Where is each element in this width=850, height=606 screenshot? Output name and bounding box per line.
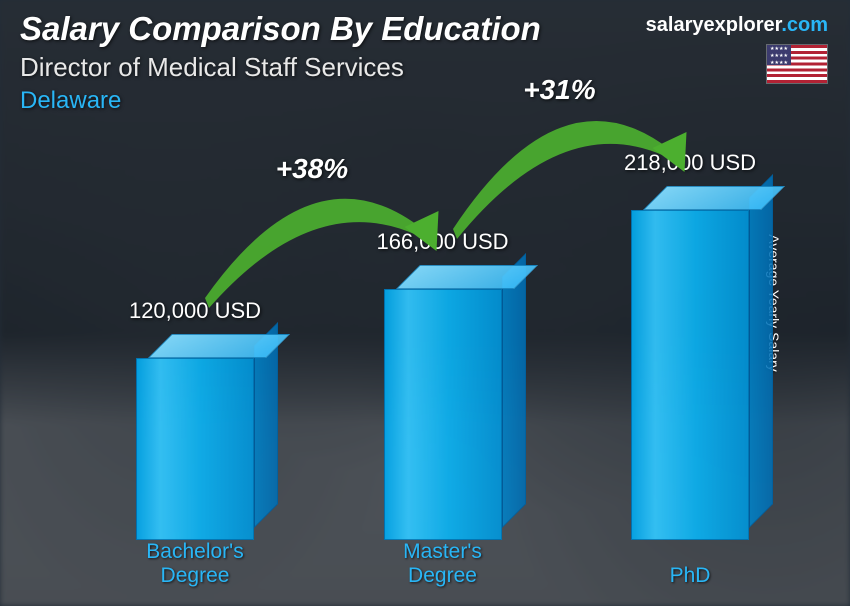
increment-percent-label: +38% (276, 153, 348, 185)
increment-percent-label: +31% (523, 74, 595, 106)
bar-3d (631, 210, 749, 540)
bar-category-label: PhD (580, 564, 800, 588)
bar-value-label: 120,000 USD (129, 298, 261, 324)
bar-side (502, 253, 526, 528)
bar-category-label: Bachelor'sDegree (85, 540, 305, 588)
bar-value-label: 166,000 USD (376, 229, 508, 255)
bar-3d (384, 289, 502, 540)
bar-front (384, 289, 502, 540)
bar-chart: Bachelor'sDegree 120,000 USD Master'sDegre… (40, 128, 790, 588)
bar-3d (136, 358, 254, 540)
bar-top (148, 334, 290, 358)
bar-side (749, 174, 773, 528)
brand-logo: salaryexplorer.com (646, 14, 828, 37)
bar-top (396, 265, 538, 289)
flag-icon (766, 44, 828, 84)
page-region: Delaware (20, 87, 830, 115)
page-subtitle: Director of Medical Staff Services (20, 52, 830, 83)
bar-top (643, 186, 785, 210)
brand-suffix: .com (781, 14, 828, 36)
bar-category-label: Master'sDegree (333, 540, 553, 588)
content-root: Salary Comparison By Education Director … (0, 0, 850, 606)
bar-front (631, 210, 749, 540)
bar-value-label: 218,000 USD (624, 150, 756, 176)
bar-front (136, 358, 254, 540)
brand-main: salaryexplorer (646, 14, 782, 36)
